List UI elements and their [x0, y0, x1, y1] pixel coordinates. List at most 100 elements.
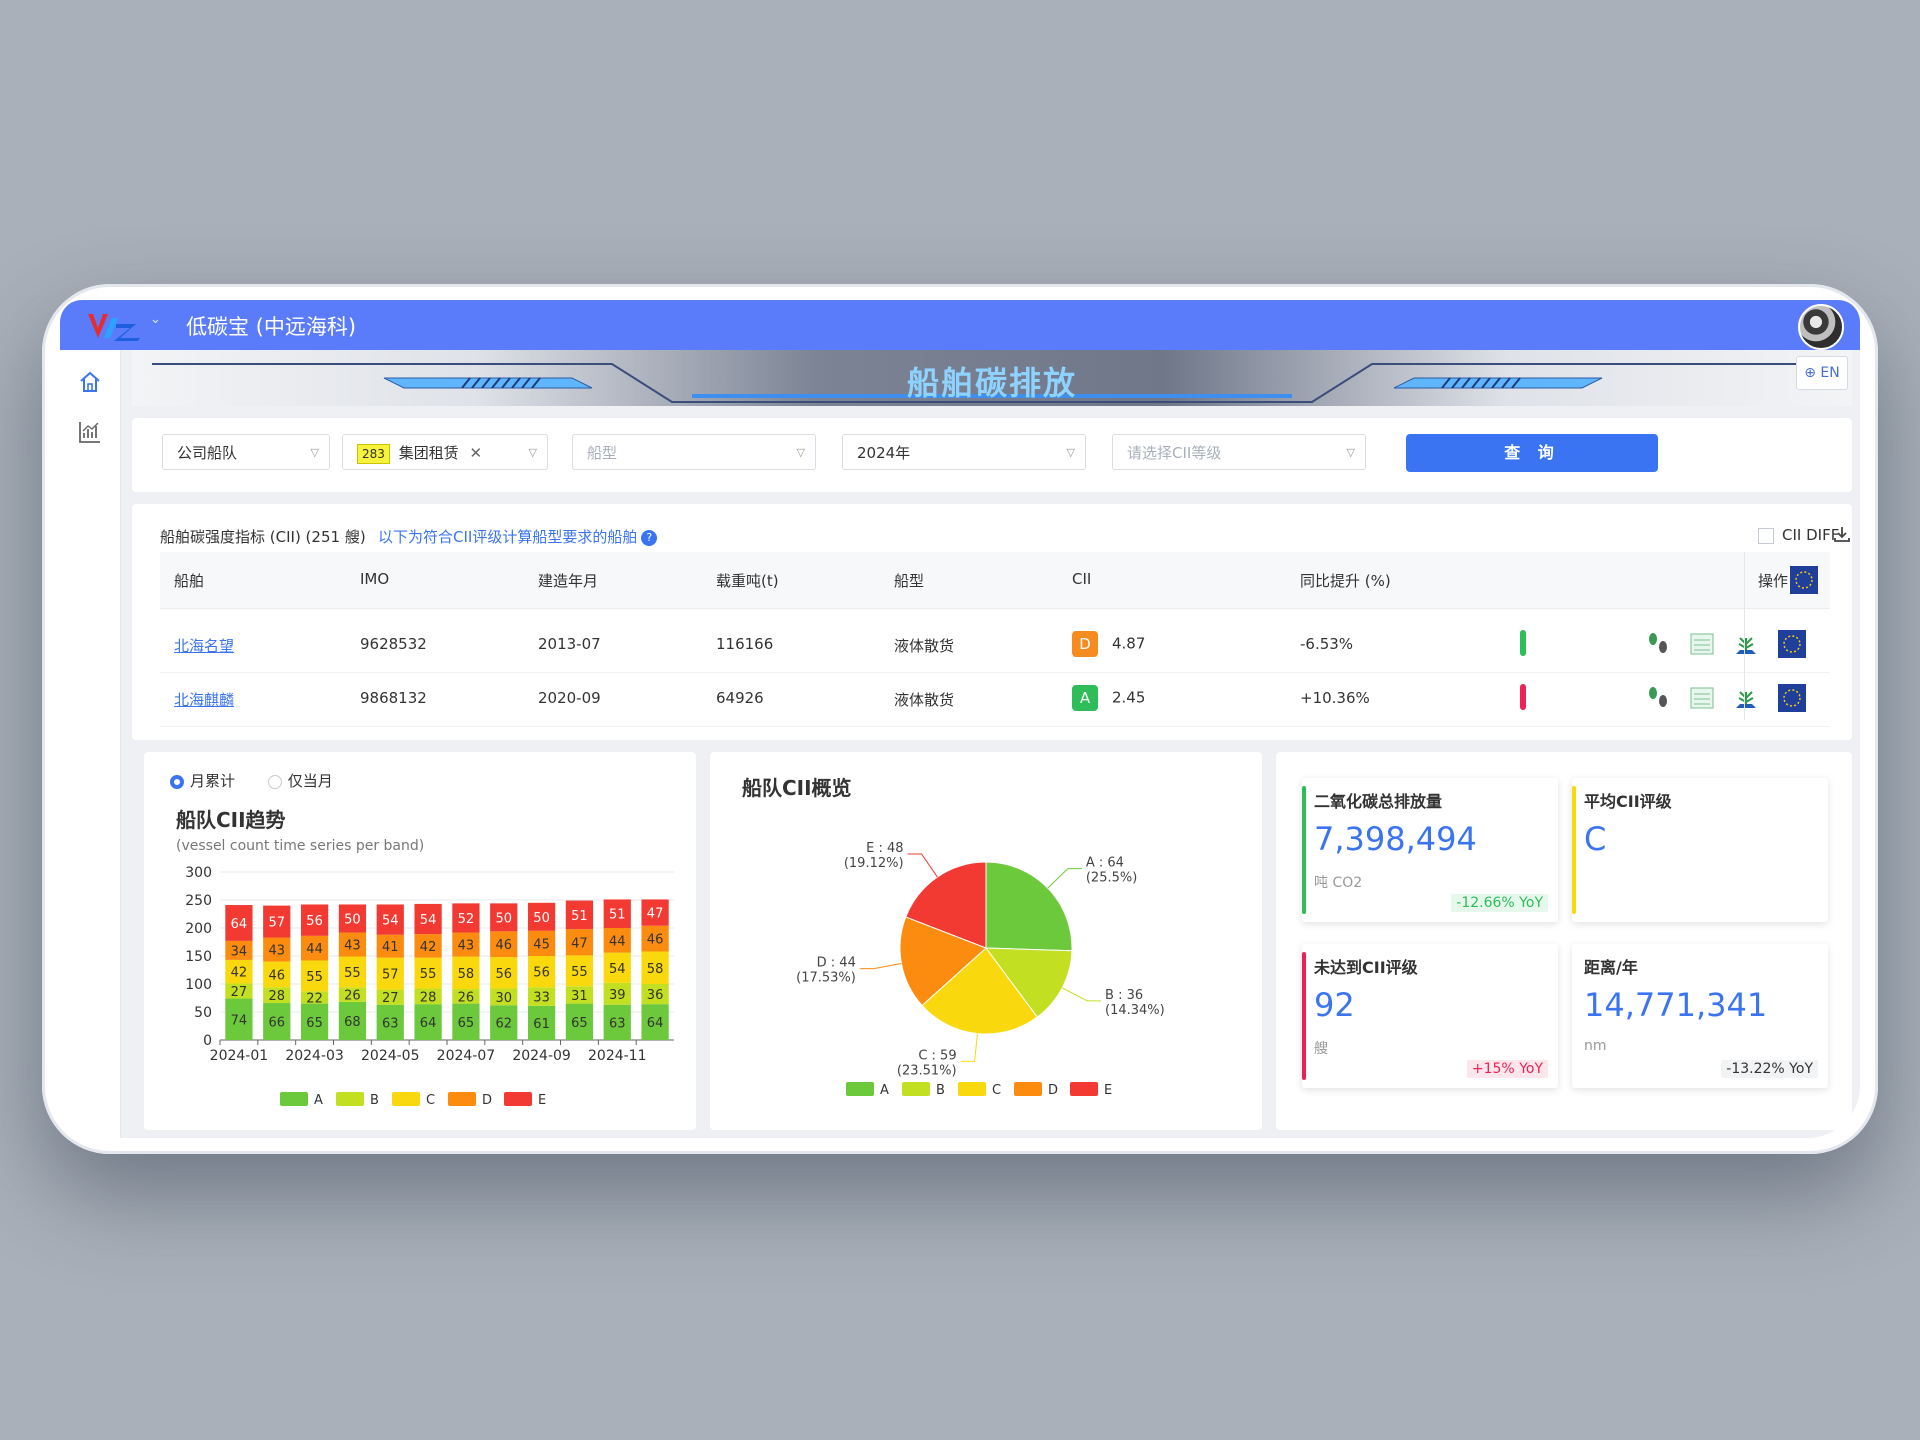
download-icon[interactable]	[1832, 524, 1852, 544]
footprint-icon[interactable]	[1644, 684, 1672, 712]
query-button[interactable]: 查 询	[1406, 434, 1658, 472]
cii-grade-select[interactable]: 请选择CII等级 ▽	[1112, 434, 1366, 470]
col-ship[interactable]: 船舶	[174, 572, 205, 590]
bar-segment	[603, 899, 631, 928]
data-label: 44	[306, 942, 323, 957]
col-dwt[interactable]: 载重吨(t)	[716, 572, 779, 590]
x-tick-label: 2024-07	[437, 1048, 496, 1064]
ship-name-link[interactable]: 北海名望	[174, 637, 235, 655]
data-label: 64	[647, 1016, 664, 1031]
imo-cell: 9628532	[360, 635, 427, 653]
bar-segment	[565, 900, 594, 930]
bar-segment	[565, 955, 594, 987]
bar-segment	[300, 960, 329, 992]
legend-label: A	[314, 1093, 323, 1108]
pie-label-percent: (14.34%)	[1105, 1003, 1165, 1018]
col-type[interactable]: 船型	[894, 572, 925, 590]
analytics-chart-icon[interactable]	[76, 418, 104, 446]
cii-diff-toggle[interactable]: CII DIFF	[1758, 526, 1839, 544]
plant-icon[interactable]	[1732, 630, 1760, 658]
radio-checked[interactable]	[170, 774, 184, 789]
app-logo-icon[interactable]	[86, 308, 142, 344]
pie-title: 船队CII概览	[742, 776, 852, 800]
ship-name-link[interactable]: 北海麒麟	[174, 691, 235, 709]
radio-unchecked[interactable]	[267, 774, 282, 789]
col-imo[interactable]: IMO	[360, 570, 390, 588]
mode-current-radio[interactable]: 仅当月	[267, 772, 333, 790]
col-cii[interactable]: CII	[1072, 570, 1092, 588]
bar-segment	[565, 929, 594, 956]
pie-label-line	[1047, 868, 1082, 889]
bar-segment	[490, 903, 518, 932]
fleet-tag-label: 集团租赁	[398, 444, 459, 462]
language-label: EN	[1820, 365, 1840, 381]
kpi-value: C	[1584, 820, 1607, 858]
bar-segment	[338, 904, 367, 933]
pie-label: C : 59	[918, 1048, 956, 1063]
help-icon[interactable]: ?	[641, 529, 658, 546]
cii-report-icon[interactable]	[1688, 684, 1716, 712]
table-note-text: 以下为符合CII评级计算船型要求的船舶	[378, 528, 638, 546]
kpi-accent-bar	[1572, 952, 1576, 1080]
bar-segment	[414, 903, 442, 935]
year-select[interactable]: 2024年 ▽	[842, 434, 1086, 470]
mode-cumulative-radio[interactable]: 月累计	[170, 772, 235, 790]
bar-segment	[376, 957, 404, 990]
pie-label-percent: (19.12%)	[844, 856, 904, 871]
fleet-tag-count: 283	[357, 443, 390, 464]
data-label: 74	[231, 1013, 248, 1028]
cii-cell: A 2.45	[1072, 685, 1145, 711]
eu-ets-icon[interactable]	[1778, 684, 1806, 712]
bar-segment	[452, 903, 480, 933]
ship-type-select[interactable]: 船型 ▽	[572, 434, 816, 470]
bar-segment	[527, 1005, 556, 1040]
pie-slice	[921, 947, 1038, 1035]
bar-segment	[376, 934, 404, 958]
language-switch-button[interactable]: ⊕ EN	[1796, 356, 1848, 390]
fleet-type-select[interactable]: 公司船队 ▽	[162, 434, 330, 470]
y-tick-label: 50	[194, 1005, 212, 1021]
data-label: 28	[268, 989, 285, 1004]
home-icon[interactable]	[76, 368, 104, 396]
fleet-select[interactable]: 283 集团租赁 ✕ ▽	[342, 434, 548, 470]
chevron-down-icon: ▽	[1346, 446, 1355, 459]
kpi-distance[interactable]: 距离/年 14,771,341 nm -13.22% YoY	[1572, 944, 1828, 1088]
legend-swatch	[280, 1092, 308, 1106]
kpi-co2[interactable]: 二氧化碳总排放量 7,398,494 吨 CO2 -12.66% YoY	[1302, 778, 1558, 922]
data-label: 39	[609, 988, 626, 1003]
eu-ets-icon[interactable]	[1778, 630, 1806, 658]
legend-swatch	[846, 1082, 874, 1096]
footprint-icon[interactable]	[1644, 630, 1672, 658]
cii-trend-bar-chart[interactable]: 0 50 100 150 200 250 300 74 27 42 34 64 66 28 46 43 57 65…	[144, 852, 696, 1130]
col-build[interactable]: 建造年月	[538, 572, 599, 590]
user-avatar[interactable]	[1798, 304, 1844, 350]
plant-icon[interactable]	[1732, 684, 1760, 712]
cii-report-icon[interactable]	[1688, 630, 1716, 658]
table-row[interactable]: 北海名望 9628532 2013-07 116166 液体散货 D 4.87 -…	[160, 618, 1830, 673]
bar-segment	[225, 959, 253, 984]
eu-ets-icon[interactable]	[1790, 566, 1818, 594]
legend-swatch	[1070, 1082, 1098, 1096]
data-label: 43	[268, 944, 285, 959]
cii-diff-checkbox[interactable]	[1758, 527, 1774, 544]
kpi-avg-cii[interactable]: 平均CII评级 C	[1572, 778, 1828, 922]
pie-label-percent: (23.51%)	[897, 1063, 957, 1078]
table-header: 船舶 IMO 建造年月 载重吨(t) 船型 CII 同比提升 (%) 操作	[160, 552, 1830, 609]
bar-segment	[263, 937, 291, 962]
remove-tag-close-icon[interactable]: ✕	[469, 444, 483, 462]
imo-cell: 9868132	[360, 689, 427, 707]
data-label: 46	[268, 968, 285, 983]
col-yoy[interactable]: 同比提升 (%)	[1300, 572, 1391, 590]
trend-bar	[1520, 684, 1526, 710]
table-note[interactable]: 以下为符合CII评级计算船型要求的船舶?	[378, 526, 658, 547]
ship-type-placeholder: 船型	[587, 444, 618, 462]
legend-swatch	[504, 1092, 532, 1106]
chevron-down-icon: ▽	[796, 446, 805, 459]
kpi-below-cii[interactable]: 未达到CII评级 92 艘 +15% YoY	[1302, 944, 1558, 1088]
cii-overview-pie-chart[interactable]: A : 64(25.5%) B : 36(14.34%) C : 59(23.51%…	[710, 812, 1262, 1130]
app-switch-chevron-down-icon[interactable]: ⌄	[150, 312, 161, 327]
pie-slice	[905, 861, 987, 949]
bar-segment	[414, 934, 442, 958]
data-label: 51	[571, 909, 588, 924]
table-row[interactable]: 北海麒麟 9868132 2020-09 64926 液体散货 A 2.45 +1…	[160, 672, 1830, 727]
